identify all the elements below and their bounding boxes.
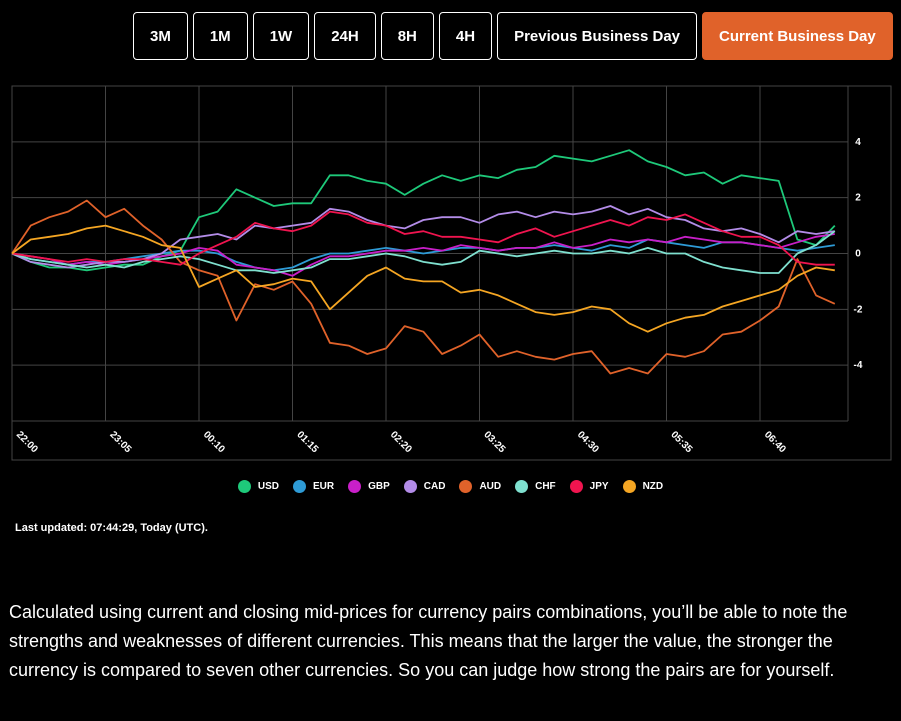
legend-item[interactable]: CHF: [515, 480, 556, 493]
legend-item[interactable]: AUD: [459, 480, 501, 493]
legend-item[interactable]: USD: [237, 480, 279, 493]
chart: -4 -2 0 2 4 22:00 23:05 00:10 01:15 02:20 03:25 04:…: [11, 85, 892, 461]
legend-swatch: [459, 480, 473, 493]
series-line: [11, 224, 835, 333]
legend-swatch: [622, 480, 636, 493]
series-line: [11, 149, 836, 272]
legend-label: NZD: [642, 481, 664, 492]
x-tick-label: 00:10: [201, 429, 227, 455]
y-tick-label: -2: [854, 304, 863, 315]
legend-label: EUR: [312, 481, 335, 492]
range-button[interactable]: Previous Business Day: [497, 12, 698, 60]
legend-item[interactable]: EUR: [292, 480, 335, 493]
x-tick-label: 02:20: [388, 429, 414, 455]
legend-label: CAD: [423, 481, 446, 492]
series-line: [11, 210, 835, 266]
y-tick-label: 2: [855, 193, 861, 204]
range-button[interactable]: 8H: [380, 12, 434, 60]
x-tick-label: 01:15: [294, 429, 320, 455]
x-tick-label: 23:05: [107, 429, 133, 455]
series-line: [11, 238, 835, 272]
legend-swatch: [348, 480, 362, 493]
x-tick-label: 03:25: [481, 429, 507, 455]
legend-label: AUD: [479, 481, 502, 492]
series-line: [11, 205, 835, 269]
range-button[interactable]: 24H: [314, 12, 376, 60]
legend-label: USD: [257, 481, 279, 492]
legend-swatch: [403, 480, 417, 493]
last-updated: Last updated: 07:44:29, Today (UTC).: [15, 522, 208, 534]
legend-swatch: [237, 480, 251, 493]
legend-swatch: [515, 480, 529, 493]
legend-label: GBP: [368, 481, 390, 492]
x-tick-label: 04:30: [575, 429, 601, 455]
range-button[interactable]: Current Business Day: [702, 12, 893, 60]
range-button[interactable]: 3M: [133, 12, 188, 60]
x-tick-label: 06:40: [762, 429, 788, 455]
series-line: [11, 230, 836, 274]
x-tick-label: 05:35: [668, 429, 694, 455]
legend-swatch: [292, 480, 306, 493]
range-button[interactable]: 1W: [252, 12, 310, 60]
legend-item[interactable]: CAD: [403, 480, 446, 493]
legend-item[interactable]: GBP: [348, 480, 390, 493]
series-line: [11, 199, 836, 375]
legend-label: CHF: [535, 481, 556, 492]
range-button[interactable]: 4H: [438, 12, 493, 60]
legend-item[interactable]: JPY: [569, 480, 609, 493]
x-tick-label: 22:00: [14, 429, 40, 455]
series-line: [11, 233, 835, 277]
legend-label: JPY: [589, 481, 609, 492]
legend-item[interactable]: NZD: [622, 480, 664, 493]
range-button[interactable]: 1M: [192, 12, 248, 60]
y-tick-label: 4: [855, 137, 861, 148]
legend-swatch: [569, 480, 583, 493]
description: Calculated using current and closing mid…: [9, 602, 848, 680]
legend: USD EUR GBP CAD AUD CHF JPY NZD: [0, 480, 901, 493]
range-buttons: 3M 1M 1W 24H 8H 4H Previous Business Day Curren…: [133, 12, 893, 60]
y-tick-label: 0: [855, 249, 861, 260]
y-tick-label: -4: [854, 360, 863, 371]
